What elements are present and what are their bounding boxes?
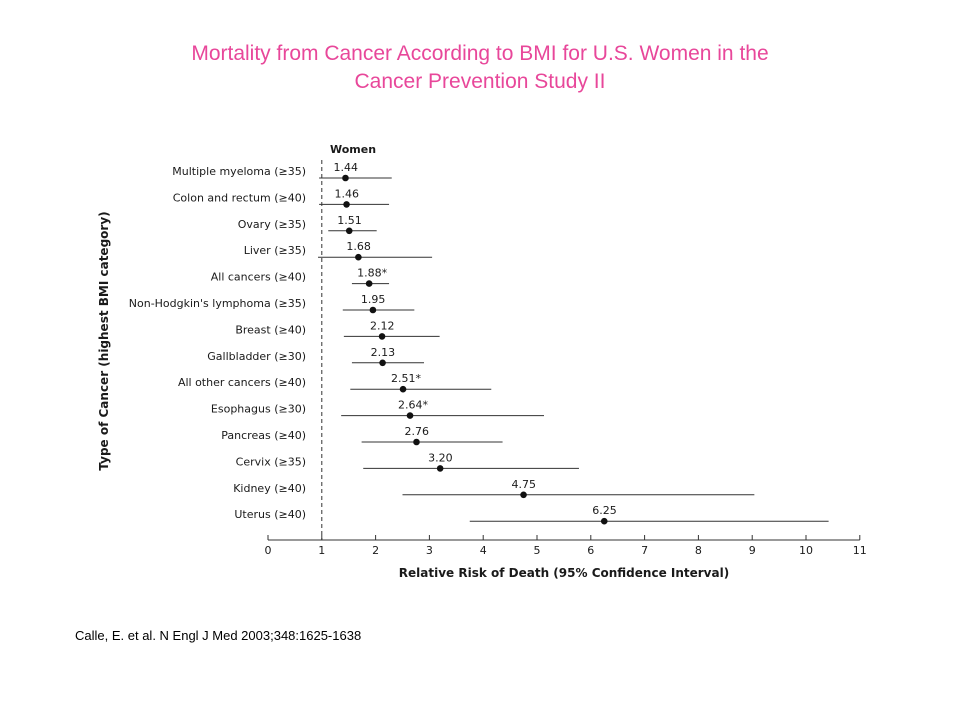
point-estimate — [343, 201, 350, 208]
x-tick-label: 9 — [749, 544, 756, 557]
x-tick-label: 0 — [265, 544, 272, 557]
value-label: 1.68 — [346, 240, 371, 253]
point-estimate — [436, 465, 444, 472]
point-estimate — [379, 359, 386, 367]
row-label: Kidney (≥40) — [233, 482, 306, 495]
row-label: Pancreas (≥40) — [221, 429, 306, 442]
row-label: Breast (≥40) — [235, 323, 306, 336]
row-label: Liver (≥35) — [244, 244, 306, 257]
point-estimate — [520, 491, 527, 499]
point-estimate — [600, 517, 608, 525]
row-label: Multiple myeloma (≥35) — [172, 165, 306, 178]
point-estimate — [355, 253, 362, 261]
point-estimate — [369, 306, 377, 314]
value-label: 3.20 — [428, 451, 453, 464]
x-tick-label: 5 — [534, 544, 541, 557]
slide-title-line-1: Mortality from Cancer According to BMI f… — [191, 42, 769, 65]
value-label: 2.12 — [370, 319, 395, 332]
citation: Calle, E. et al. N Engl J Med 2003;348:1… — [75, 628, 362, 643]
value-label: 2.64* — [398, 399, 428, 412]
value-label: 1.95 — [361, 293, 386, 306]
row-label: Gallbladder (≥30) — [207, 350, 306, 363]
y-axis-label: Type of Cancer (highest BMI category) — [97, 211, 111, 470]
slide-title: Mortality from Cancer According to BMI f… — [60, 40, 900, 96]
row-label: Ovary (≥35) — [238, 218, 306, 231]
value-label: 4.75 — [512, 478, 537, 491]
value-label: 1.88* — [357, 267, 387, 280]
x-tick-label: 1 — [318, 544, 325, 557]
value-label: 2.51* — [391, 372, 421, 385]
point-estimate — [365, 280, 373, 287]
value-label: 2.13 — [371, 346, 396, 359]
x-tick-label: 10 — [799, 544, 813, 557]
x-tick-label: 4 — [480, 544, 487, 557]
row-label: All cancers (≥40) — [211, 271, 306, 284]
value-label: 1.51 — [337, 214, 362, 227]
x-axis-label: Relative Risk of Death (95% Confidence I… — [399, 566, 729, 580]
x-tick-label: 7 — [641, 544, 648, 557]
value-label: 1.44 — [333, 161, 358, 174]
row-label: Non-Hodgkin's lymphoma (≥35) — [129, 297, 306, 310]
point-estimate — [399, 385, 407, 393]
x-tick-label: 11 — [853, 544, 867, 557]
x-tick-label: 6 — [587, 544, 594, 557]
x-tick-label: 8 — [695, 544, 702, 557]
point-estimate — [413, 438, 420, 446]
row-label: Cervix (≥35) — [236, 455, 306, 468]
row-label: Colon and rectum (≥40) — [173, 191, 306, 204]
x-tick-label: 3 — [426, 544, 433, 557]
point-estimate — [406, 412, 414, 419]
slide-title-line-2: Cancer Prevention Study II — [354, 70, 606, 93]
row-label: Uterus (≥40) — [234, 508, 306, 521]
point-estimate — [345, 227, 353, 235]
point-estimate — [378, 333, 386, 340]
row-label: All other cancers (≥40) — [178, 376, 306, 389]
point-estimate — [342, 174, 349, 182]
row-label: Esophagus (≥30) — [211, 403, 306, 416]
x-tick-label: 2 — [372, 544, 379, 557]
chart-panel-title: Women — [330, 143, 376, 156]
value-label: 6.25 — [592, 504, 617, 517]
value-label: 1.46 — [335, 187, 360, 200]
value-label: 2.76 — [404, 425, 429, 438]
